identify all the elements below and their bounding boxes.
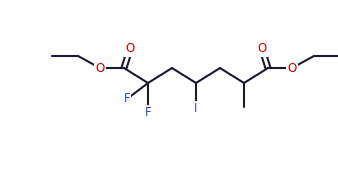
Text: I: I [194,102,198,115]
Text: O: O [125,43,135,56]
Text: O: O [257,43,267,56]
Text: O: O [287,62,297,75]
Text: O: O [95,62,105,75]
Text: F: F [124,93,130,106]
Text: F: F [145,107,151,120]
